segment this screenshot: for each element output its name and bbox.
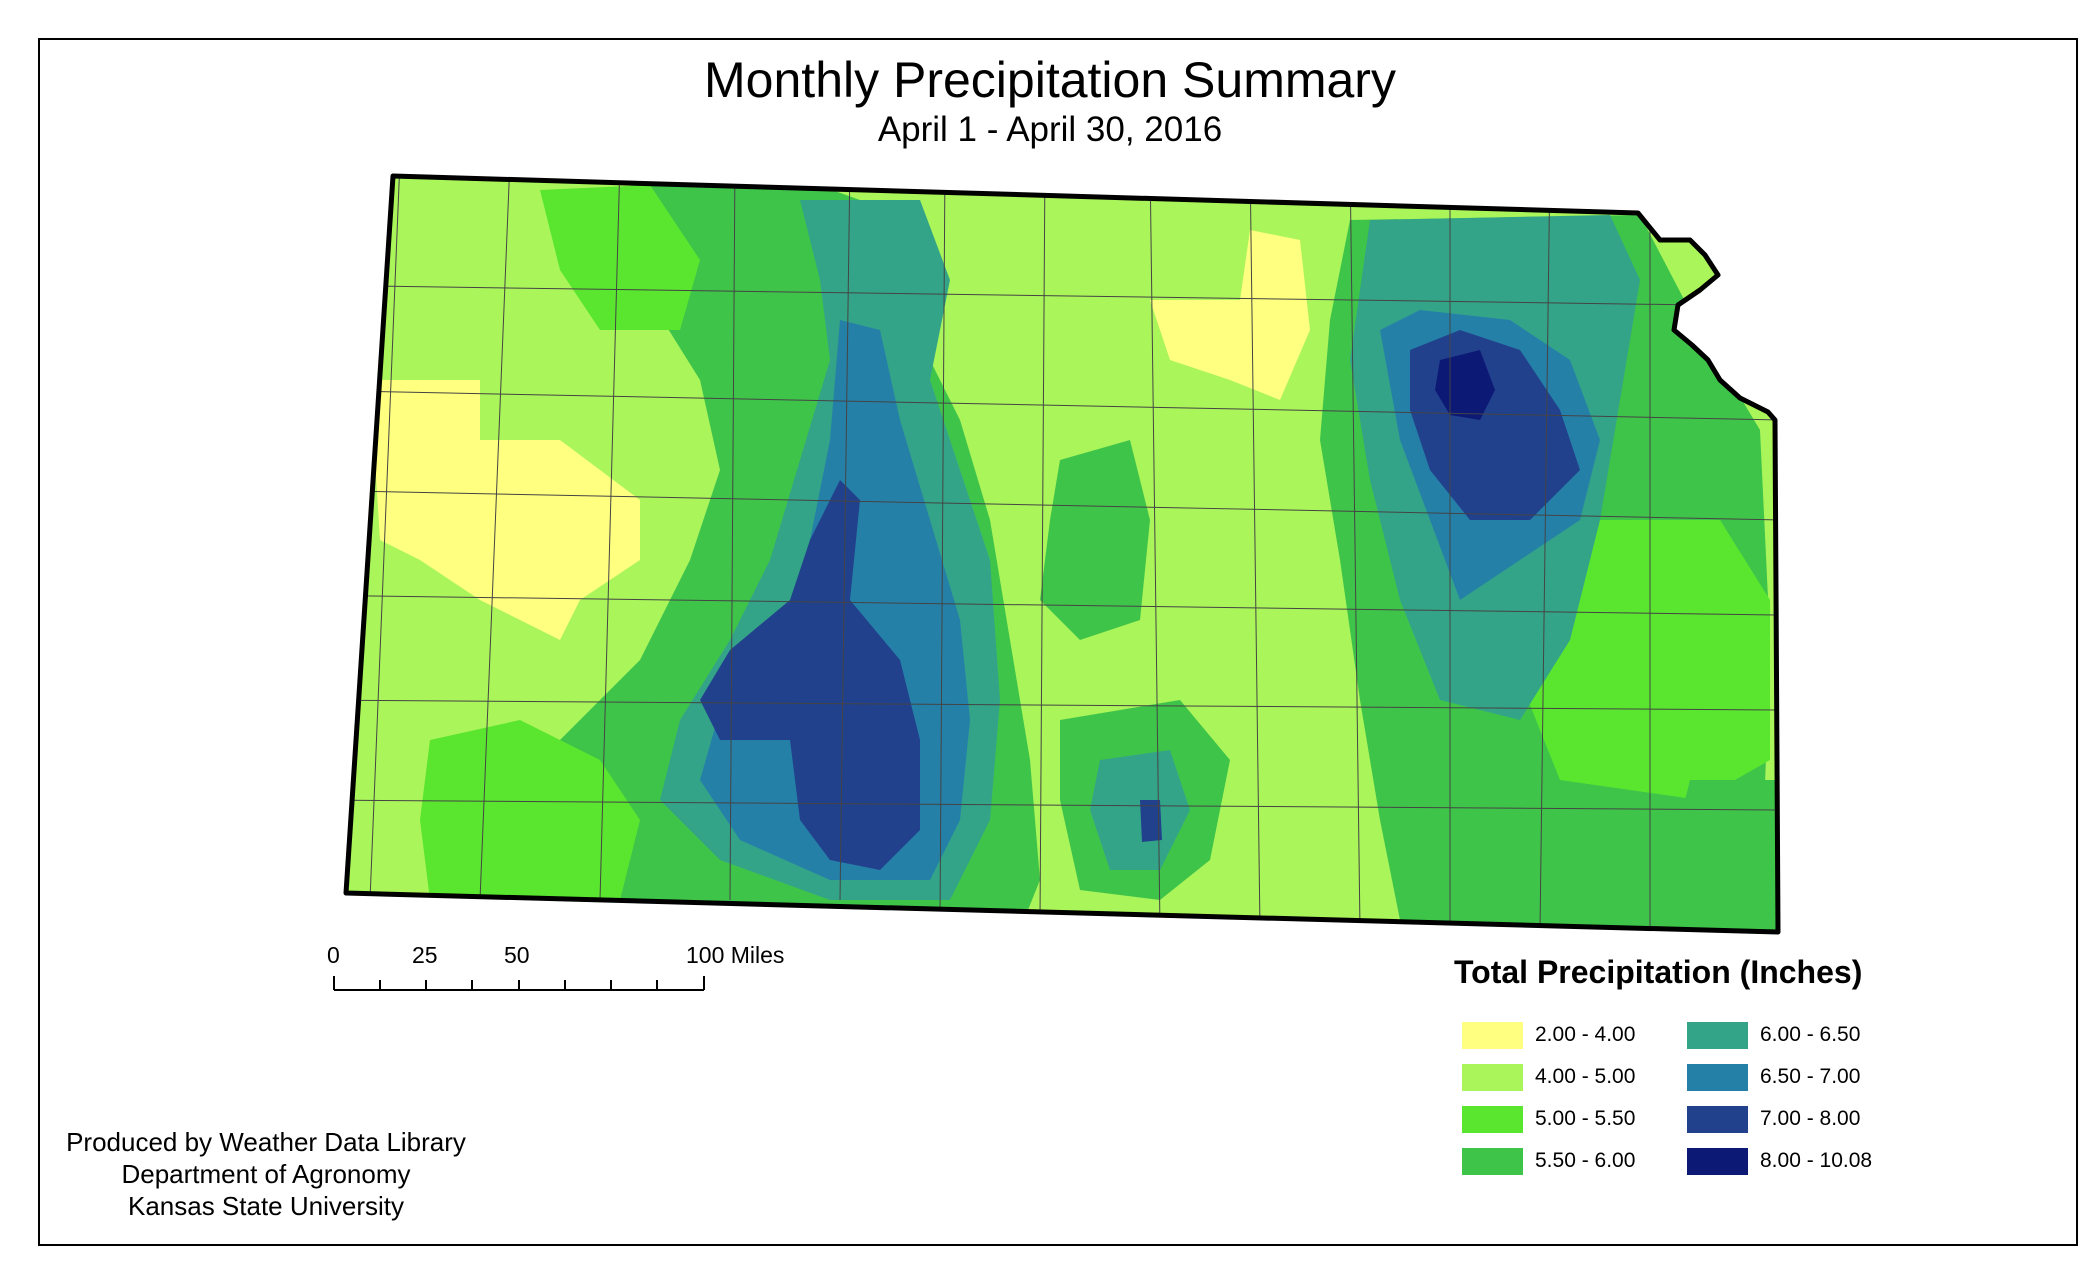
- map-frame: [38, 38, 2078, 1246]
- legend-label: 6.00 - 6.50: [1760, 1023, 1861, 1046]
- legend-item-2-4: 2.00 - 4.00: [1462, 1020, 1635, 1050]
- scale-label-50: 50: [504, 942, 530, 968]
- legend-swatch: [1687, 1063, 1748, 1091]
- credits-line-university: Kansas State University: [127, 1191, 404, 1221]
- scale-label-0: 0: [327, 942, 340, 968]
- legend-item-6-6.5: 6.00 - 6.50: [1687, 1020, 1860, 1050]
- legend-label: 8.00 - 10.08: [1760, 1149, 1873, 1172]
- zone-7-8-central-spot: [1140, 800, 1162, 842]
- zone-5-5.5-southwest: [420, 720, 640, 900]
- legend-item-4-5: 4.00 - 5.00: [1462, 1062, 1635, 1092]
- legend-label: 7.00 - 8.00: [1760, 1107, 1861, 1130]
- legend-swatch: [1462, 1063, 1523, 1091]
- legend-swatch: [1687, 1105, 1748, 1133]
- legend-swatch: [1462, 1105, 1523, 1133]
- legend-item-7-8: 7.00 - 8.00: [1687, 1104, 1860, 1134]
- legend-label: 4.00 - 5.00: [1535, 1065, 1636, 1088]
- legend-label: 5.00 - 5.50: [1535, 1107, 1636, 1130]
- zone-2-4-west: [370, 380, 640, 640]
- kansas-state-outline: [343, 173, 1781, 935]
- zone-2-4-north-central: [1150, 230, 1310, 400]
- legend-label: 5.50 - 6.00: [1535, 1149, 1636, 1172]
- legend-swatch: [1462, 1147, 1523, 1175]
- scale-label-100-miles: 100 Miles: [686, 942, 785, 968]
- credits-line-department: Department of Agronomy: [121, 1159, 411, 1189]
- zone-7-8-west: [700, 480, 920, 870]
- county-boundaries: [346, 176, 1778, 931]
- credits: Produced by Weather Data Library Departm…: [46, 1126, 486, 1222]
- legend-label: 2.00 - 4.00: [1535, 1023, 1636, 1046]
- legend-item-5-5.5: 5.00 - 5.50: [1462, 1104, 1635, 1134]
- scale-label-25: 25: [412, 942, 438, 968]
- zone-6-6.5-central-south: [1090, 750, 1190, 870]
- scale-bar: [333, 976, 705, 991]
- legend-item-8-10.08: 8.00 - 10.08: [1687, 1146, 1872, 1176]
- zone-5.5-6-southeast: [1670, 780, 1778, 932]
- legend-item-6.5-7: 6.50 - 7.00: [1687, 1062, 1860, 1092]
- credits-line-producer: Produced by Weather Data Library: [66, 1127, 466, 1157]
- legend-title: Total Precipitation (Inches): [1454, 954, 1863, 990]
- legend-swatch: [1687, 1021, 1748, 1049]
- legend-item-5.5-6: 5.50 - 6.00: [1462, 1146, 1635, 1176]
- legend-swatch: [1462, 1021, 1523, 1049]
- zone-5-5.5-north: [540, 185, 700, 330]
- map-title: Monthly Precipitation Summary: [704, 52, 1396, 108]
- legend-label: 6.50 - 7.00: [1760, 1065, 1861, 1088]
- map-subtitle: April 1 - April 30, 2016: [877, 110, 1223, 149]
- precipitation-zones: [346, 176, 1778, 932]
- zone-5.5-6-central: [1040, 440, 1150, 640]
- legend-swatch: [1687, 1147, 1748, 1175]
